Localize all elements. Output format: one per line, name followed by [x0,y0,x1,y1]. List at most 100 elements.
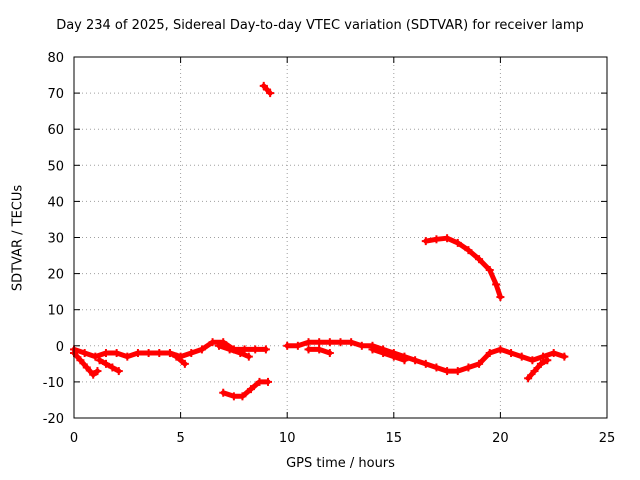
data-point [89,370,98,379]
data-point [539,352,548,361]
data-point [453,367,462,376]
data-point [443,367,452,376]
series-line-track-5 [216,343,252,360]
data-point [421,237,430,246]
x-tick-label: 5 [176,431,184,446]
data-series [70,81,569,401]
series-line-track-6 [220,379,271,399]
series-line-track-11 [525,357,550,381]
chart-title: Day 234 of 2025, Sidereal Day-to-day VTE… [56,18,584,33]
data-point [315,338,324,347]
data-point [304,338,313,347]
y-tick-label: 30 [47,232,64,247]
data-point [293,341,302,350]
data-point [549,349,558,358]
data-point [187,349,196,358]
data-point [197,345,206,354]
data-point [325,338,334,347]
data-point [453,238,462,247]
data-point [214,341,223,350]
data-point [536,359,545,368]
data-point [304,345,313,354]
y-tick-label: 60 [47,123,64,138]
data-point [530,367,539,376]
data-point [400,356,409,365]
data-point [251,345,260,354]
x-tick-label: 15 [386,431,403,446]
data-point [133,349,142,358]
y-tick-label: -20 [43,412,64,427]
data-point [379,349,388,358]
x-tick-label: 0 [70,431,78,446]
y-tick-label: 70 [47,87,64,102]
data-point [101,349,110,358]
data-point [266,89,275,98]
series-line-track-10 [370,346,407,363]
data-point [464,246,473,255]
data-point [101,359,110,368]
plot-frame [73,56,608,419]
data-point [368,345,377,354]
series-line-track-3 [97,357,122,374]
data-point [240,345,249,354]
data-point [93,367,102,376]
data-point [517,352,526,361]
data-point [496,345,505,354]
grid-lines [74,57,607,418]
data-point [475,255,484,264]
data-point [261,345,270,354]
y-tick-label: 50 [47,159,64,174]
data-point [485,265,494,274]
data-point [347,338,356,347]
data-point [524,374,533,383]
data-point [507,349,516,358]
data-point [165,349,174,358]
data-point [325,349,334,358]
data-point [485,349,494,358]
data-point [432,363,441,372]
data-point [95,356,104,365]
y-tick-label: -10 [43,376,64,391]
data-point [246,385,255,394]
data-point [264,377,273,386]
y-tick-label: 20 [47,268,64,283]
y-tick-label: 80 [47,51,64,66]
data-point [172,352,181,361]
data-point [80,349,89,358]
data-point [432,235,441,244]
data-point [528,356,537,365]
data-point [82,363,91,372]
x-tick-label: 25 [599,431,616,446]
data-point [238,392,247,401]
data-point [108,363,117,372]
x-tick-label: 20 [492,431,509,446]
y-tick-label: 40 [47,195,64,210]
data-point [255,377,264,386]
data-point [543,356,552,365]
y-tick-label: 0 [56,340,64,355]
data-point [357,341,366,350]
data-point [229,392,238,401]
data-point [283,341,292,350]
data-point [225,345,234,354]
x-tick-label: 10 [279,431,296,446]
data-point [244,352,253,361]
data-point [219,388,228,397]
data-point [208,338,217,347]
data-point [421,359,430,368]
data-point [475,359,484,368]
data-point [389,352,398,361]
data-point [336,338,345,347]
data-point [155,349,164,358]
x-axis-label: GPS time / hours [286,456,395,471]
data-point [560,352,569,361]
axis-ticks: -20 -10 0 10 20 30 40 50 60 70 80 0 5 10 15 20 25 [43,51,616,446]
data-point [411,356,420,365]
data-point [492,280,501,289]
data-point [91,352,100,361]
y-tick-label: 10 [47,304,64,319]
data-point [114,367,123,376]
data-point [180,359,189,368]
data-point [236,349,245,358]
